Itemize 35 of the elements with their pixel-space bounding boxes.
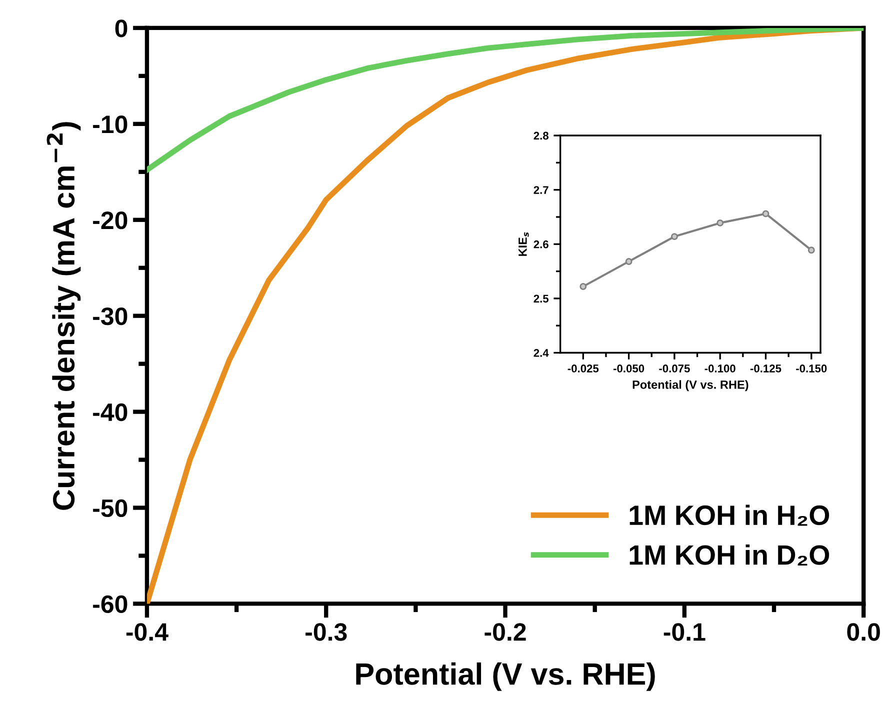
y-tick-label: 2.8	[534, 132, 548, 140]
y-tick-label: -30	[93, 307, 128, 326]
x-axis-title: Potential (V vs. RHE)	[632, 380, 748, 392]
y-axis-title: Current density (mA cm$^{−2}$)	[46, 122, 81, 510]
y-tick-label: 2.5	[534, 294, 549, 303]
x-tick-label: -0.100	[704, 364, 736, 372]
legend-label: 1M KOH in D₂O	[630, 544, 830, 566]
x-tick-label: -0.050	[613, 364, 644, 372]
legend-label: 1M KOH in H₂O	[630, 504, 830, 526]
y-tick-label: -10	[93, 116, 128, 134]
x-tick-label: -0.3	[306, 623, 347, 641]
x-tick-label: 0.0	[847, 623, 880, 641]
x-tick-label: -0.4	[126, 623, 168, 641]
x-tick-label: -0.025	[568, 364, 599, 372]
x-tick-label: -0.150	[796, 364, 827, 372]
point	[716, 219, 724, 226]
y-tick-label: 2.6	[534, 240, 548, 248]
x-axis-title: Potential (V vs. RHE)	[356, 662, 655, 691]
point	[580, 283, 587, 290]
y-tick-label: 2.4	[534, 349, 549, 357]
y-tick-label: 0	[115, 20, 128, 38]
y-tick-label: -50	[93, 499, 128, 518]
y-tick-label: -40	[93, 403, 128, 422]
point	[670, 233, 678, 240]
point	[808, 246, 815, 254]
x-tick-label: -0.075	[659, 364, 690, 372]
point	[625, 258, 632, 265]
y-axis-title: KIE$_{s}$	[518, 232, 529, 256]
y-tick-label: 2.7	[534, 186, 548, 194]
y-tick-label: -20	[93, 211, 128, 230]
point	[762, 210, 770, 218]
x-tick-label: -0.2	[484, 623, 526, 641]
y-tick-label: -60	[93, 595, 128, 614]
x-tick-label: -0.125	[750, 364, 782, 372]
x-tick-label: -0.1	[664, 623, 706, 641]
